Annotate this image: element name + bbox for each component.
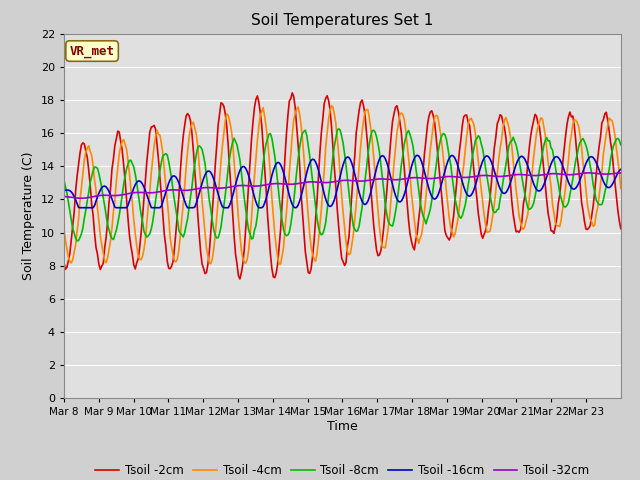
Legend: Tsoil -2cm, Tsoil -4cm, Tsoil -8cm, Tsoil -16cm, Tsoil -32cm: Tsoil -2cm, Tsoil -4cm, Tsoil -8cm, Tsoi…: [91, 459, 594, 480]
Tsoil -2cm: [543, 197, 550, 203]
Tsoil -32cm: [617, 170, 625, 176]
Tsoil -2cm: [60, 260, 68, 266]
Title: Soil Temperatures Set 1: Soil Temperatures Set 1: [252, 13, 433, 28]
Tsoil -2cm: [236, 276, 244, 282]
Tsoil -16cm: [348, 160, 356, 166]
Tsoil -2cm: [616, 218, 623, 224]
Tsoil -8cm: [543, 135, 550, 141]
Tsoil -4cm: [349, 232, 357, 238]
Tsoil -8cm: [81, 215, 88, 221]
Tsoil -16cm: [98, 185, 106, 191]
Tsoil -32cm: [60, 194, 68, 200]
Line: Tsoil -16cm: Tsoil -16cm: [64, 155, 621, 208]
Tsoil -16cm: [460, 184, 468, 190]
Tsoil -4cm: [60, 226, 68, 232]
Tsoil -32cm: [348, 178, 356, 183]
Tsoil -8cm: [73, 238, 81, 244]
Line: Tsoil -32cm: Tsoil -32cm: [64, 173, 621, 198]
Tsoil -4cm: [79, 170, 87, 176]
Tsoil -8cm: [617, 142, 625, 148]
Tsoil -16cm: [81, 205, 88, 211]
Tsoil -2cm: [79, 140, 87, 146]
Tsoil -32cm: [77, 195, 85, 201]
Tsoil -32cm: [458, 175, 466, 180]
Tsoil -2cm: [617, 226, 625, 231]
Tsoil -2cm: [97, 266, 104, 272]
Tsoil -4cm: [97, 233, 104, 239]
Line: Tsoil -8cm: Tsoil -8cm: [64, 129, 621, 241]
Tsoil -4cm: [617, 185, 625, 191]
Tsoil -32cm: [585, 170, 593, 176]
Tsoil -4cm: [616, 169, 623, 175]
Tsoil -4cm: [460, 162, 468, 168]
Line: Tsoil -4cm: Tsoil -4cm: [64, 106, 621, 264]
Tsoil -8cm: [335, 126, 342, 132]
Tsoil -8cm: [349, 223, 357, 229]
Tsoil -16cm: [60, 188, 68, 193]
Tsoil -4cm: [543, 145, 550, 151]
Tsoil -4cm: [328, 103, 335, 108]
Tsoil -8cm: [616, 137, 623, 143]
Tsoil -32cm: [98, 192, 106, 198]
Tsoil -2cm: [460, 114, 468, 120]
X-axis label: Time: Time: [327, 420, 358, 433]
Tsoil -32cm: [541, 171, 549, 177]
Tsoil -4cm: [275, 261, 283, 267]
Text: VR_met: VR_met: [70, 45, 115, 58]
Tsoil -8cm: [60, 178, 68, 183]
Tsoil -32cm: [616, 170, 623, 176]
Tsoil -2cm: [289, 90, 296, 96]
Tsoil -2cm: [349, 171, 357, 177]
Tsoil -8cm: [98, 186, 106, 192]
Tsoil -8cm: [460, 207, 468, 213]
Tsoil -16cm: [543, 174, 550, 180]
Tsoil -16cm: [617, 167, 625, 172]
Tsoil -16cm: [413, 152, 421, 158]
Tsoil -32cm: [81, 195, 88, 201]
Y-axis label: Soil Temperature (C): Soil Temperature (C): [22, 152, 35, 280]
Tsoil -16cm: [76, 205, 84, 211]
Tsoil -16cm: [616, 168, 623, 173]
Line: Tsoil -2cm: Tsoil -2cm: [64, 93, 621, 279]
